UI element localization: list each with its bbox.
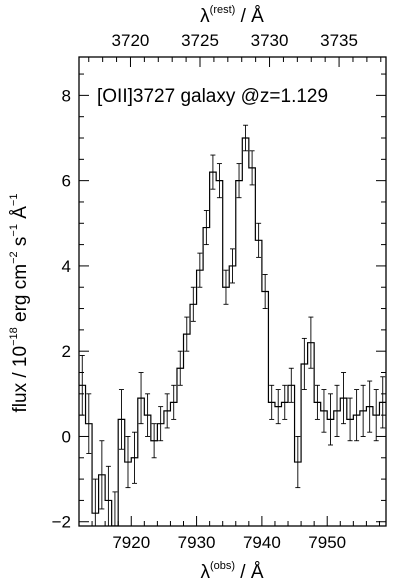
x-axis-label-sup: (obs) (210, 560, 235, 572)
top-axis-label-unit: / Å (235, 6, 264, 27)
y-tick-label: 4 (62, 257, 71, 276)
chart-annotation: [OII]3727 galaxy @z=1.129 (97, 86, 328, 107)
x-tick-label: 7930 (178, 533, 216, 552)
y-axis-label-mid2: s (10, 237, 31, 252)
x-axis-label-base: λ (200, 562, 210, 583)
y-axis-label: flux / 10−18 erg cm−2 s−1 Å−1 (8, 194, 31, 413)
top-tick-label: 3735 (320, 31, 358, 50)
y-axis-label-mid3: Å (10, 206, 31, 224)
y-axis-label-exp2: −2 (8, 251, 20, 264)
data-layer (79, 124, 386, 526)
x-axis-label-unit: / Å (235, 562, 264, 583)
x-tick-label: 7920 (112, 533, 150, 552)
y-axis-label-exp3: −1 (8, 224, 20, 237)
y-tick-label: 8 (62, 86, 71, 105)
spectrum-histogram-line (79, 137, 386, 526)
top-axis-label-sup: (rest) (210, 4, 236, 16)
plot-frame (78, 56, 387, 527)
top-axis-label-base: λ (200, 6, 210, 27)
x-tick-label: 7940 (243, 533, 281, 552)
y-axis-label-mid1: erg cm (10, 264, 31, 327)
y-axis-label-exp4: −1 (8, 194, 20, 207)
plot-layer: 7920 7930 7940 7950 3720 3725 3730 3735 −2 0 2 4 6 8 (52, 31, 386, 552)
y-tick-label: 6 (62, 172, 71, 191)
y-tick-label: 0 (62, 427, 71, 446)
top-tick-label: 3730 (251, 31, 289, 50)
top-axis-label: λ(rest) / Å (200, 4, 264, 27)
y-tick-label: −2 (52, 513, 71, 532)
y-axis-label-pre: flux / 10 (10, 346, 31, 413)
x-axis-label: λ(obs) / Å (200, 560, 263, 583)
top-tick-label: 3725 (181, 31, 219, 50)
x-tick-label: 7950 (308, 533, 346, 552)
y-axis-label-exp1: −18 (8, 327, 20, 346)
y-tick-label: 2 (62, 342, 71, 361)
top-tick-label: 3720 (112, 31, 150, 50)
